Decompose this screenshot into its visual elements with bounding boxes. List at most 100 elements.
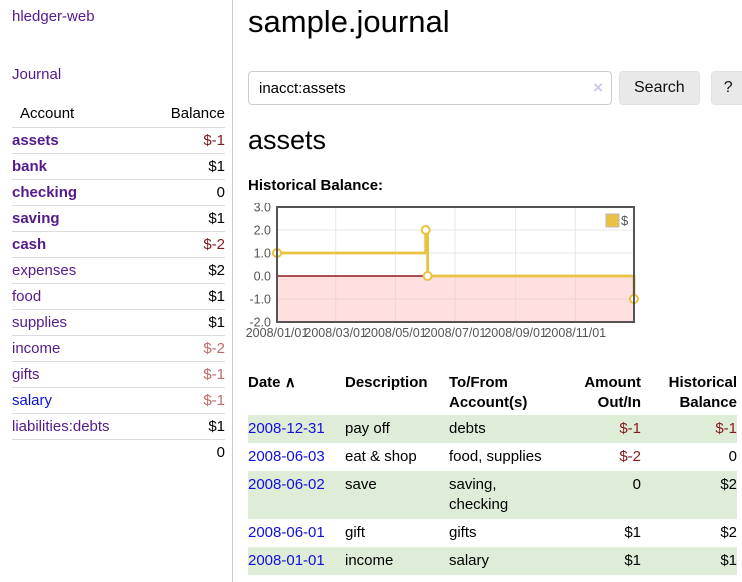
accounts-total-row: 0	[12, 439, 225, 465]
account-row: checking 0	[12, 179, 225, 206]
transaction-row: 2008-06-01 gift gifts $1 $2	[248, 519, 737, 547]
account-link-salary[interactable]: salary	[12, 392, 53, 409]
account-row: gifts $-1	[12, 361, 225, 388]
account-row: food $1	[12, 283, 225, 310]
account-row: cash $-2	[12, 231, 225, 258]
account-link-checking[interactable]: checking	[12, 184, 78, 201]
txn-historical-balance: $2	[720, 524, 737, 541]
col-header-amount: Amount Out/In	[584, 374, 641, 411]
accounts-total-value: 0	[148, 439, 225, 465]
txn-amount: $1	[624, 552, 641, 569]
txn-date-link[interactable]: 2008-06-01	[248, 524, 325, 541]
txn-amount: $1	[624, 524, 641, 541]
col-header-description: Description	[345, 374, 428, 391]
sort-ascending-icon: ∧	[284, 374, 296, 391]
svg-text:-2.0: -2.0	[249, 316, 271, 330]
txn-amount: $-2	[619, 448, 641, 465]
sidebar-item-journal[interactable]: Journal	[12, 66, 62, 83]
account-link-supplies[interactable]: supplies	[12, 314, 68, 331]
account-row: expenses $2	[12, 257, 225, 284]
accounts-header-balance: Balance	[148, 102, 225, 128]
page-title: sample.journal	[248, 4, 450, 39]
txn-description: pay off	[345, 420, 390, 437]
svg-text:$: $	[621, 213, 629, 228]
account-row: liabilities:debts $1	[12, 413, 225, 440]
account-balance: $-1	[148, 361, 225, 388]
search-button[interactable]: Search	[619, 71, 700, 105]
account-row: bank $1	[12, 153, 225, 180]
transaction-row: 2008-06-02 save saving, checking 0 $2	[248, 471, 737, 519]
txn-historical-balance: $2	[720, 476, 737, 493]
account-balance: $1	[148, 205, 225, 232]
account-link-bank[interactable]: bank	[12, 158, 48, 175]
txn-accounts: salary	[449, 552, 490, 569]
col-header-date[interactable]: Date ∧	[248, 374, 296, 391]
txn-accounts: debts	[449, 420, 486, 437]
txn-amount: 0	[632, 476, 641, 493]
txn-description: gift	[345, 524, 366, 541]
help-button[interactable]: ?	[710, 71, 742, 105]
account-balance: $2	[148, 257, 225, 284]
txn-date-link[interactable]: 2008-06-02	[248, 476, 325, 493]
account-balance: $1	[148, 283, 225, 310]
svg-text:0.0: 0.0	[254, 270, 271, 284]
txn-accounts: saving, checking	[449, 476, 509, 513]
register-table: Date ∧ Description To/From Account(s) Am…	[248, 371, 737, 575]
account-link-liabilities-debts[interactable]: liabilities:debts	[12, 418, 110, 435]
txn-date-link[interactable]: 2008-01-01	[248, 552, 325, 569]
svg-text:1.0: 1.0	[254, 247, 271, 261]
txn-date-link[interactable]: 2008-12-31	[248, 420, 325, 437]
account-balance: $1	[148, 309, 225, 336]
account-link-saving[interactable]: saving	[12, 210, 60, 227]
account-balance: $-1	[148, 127, 225, 154]
account-link-expenses[interactable]: expenses	[12, 262, 77, 279]
svg-text:2008/05/01: 2008/05/01	[364, 326, 427, 340]
account-link-assets[interactable]: assets	[12, 132, 59, 149]
brand-link[interactable]: hledger-web	[12, 8, 95, 25]
sidebar: hledger-web Journal Account Balance asse…	[0, 0, 233, 582]
account-link-food[interactable]: food	[12, 288, 42, 305]
account-link-gifts[interactable]: gifts	[12, 366, 40, 383]
account-balance: $1	[148, 153, 225, 180]
account-row: saving $1	[12, 205, 225, 232]
account-balance: $-1	[148, 387, 225, 414]
txn-description: save	[345, 476, 377, 493]
accounts-table: Account Balance assets $-1 bank $1 checkin…	[12, 102, 225, 465]
svg-text:2008/09/01: 2008/09/01	[484, 326, 547, 340]
account-balance: $-2	[148, 231, 225, 258]
txn-historical-balance: $1	[720, 552, 737, 569]
account-heading: assets	[248, 125, 327, 155]
transaction-row: 2008-01-01 income salary $1 $1	[248, 547, 737, 575]
txn-accounts: gifts	[449, 524, 477, 541]
account-row: supplies $1	[12, 309, 225, 336]
svg-text:2008/03/01: 2008/03/01	[304, 326, 367, 340]
historical-balance-chart: $3.0 2.0 1.0 0.0 -1.0 -2.0 2008/01/01 2008/03/0…	[240, 201, 742, 350]
account-balance: $1	[148, 413, 225, 440]
account-row: income $-2	[12, 335, 225, 362]
account-row: salary $-1	[12, 387, 225, 414]
account-balance: $-2	[148, 335, 225, 362]
svg-text:2008/01/01: 2008/01/01	[246, 326, 309, 340]
txn-description: income	[345, 552, 394, 569]
txn-historical-balance: $-1	[715, 420, 737, 437]
search-input[interactable]	[248, 71, 612, 105]
txn-amount: $-1	[619, 420, 641, 437]
transaction-row: 2008-06-03 eat & shop food, supplies $-2…	[248, 443, 737, 471]
account-balance: 0	[148, 179, 225, 206]
svg-text:-1.0: -1.0	[249, 293, 271, 307]
svg-text:2.0: 2.0	[254, 224, 271, 238]
account-row: assets $-1	[12, 127, 225, 154]
account-link-income[interactable]: income	[12, 340, 61, 357]
historical-balance-label: Historical Balance:	[248, 177, 384, 194]
transaction-row: 2008-12-31 pay off debts $-1 $-1	[248, 415, 737, 443]
col-header-historical: Historical Balance	[668, 374, 737, 411]
txn-description: eat & shop	[345, 448, 417, 465]
account-link-cash[interactable]: cash	[12, 236, 47, 253]
svg-text:2008/11/01: 2008/11/01	[544, 326, 606, 340]
svg-text:3.0: 3.0	[254, 203, 271, 215]
accounts-header-account: Account	[12, 102, 149, 128]
txn-date-link[interactable]: 2008-06-03	[248, 448, 325, 465]
clear-search-icon[interactable]: ×	[593, 78, 603, 97]
search-form: × Search ?	[248, 71, 742, 105]
